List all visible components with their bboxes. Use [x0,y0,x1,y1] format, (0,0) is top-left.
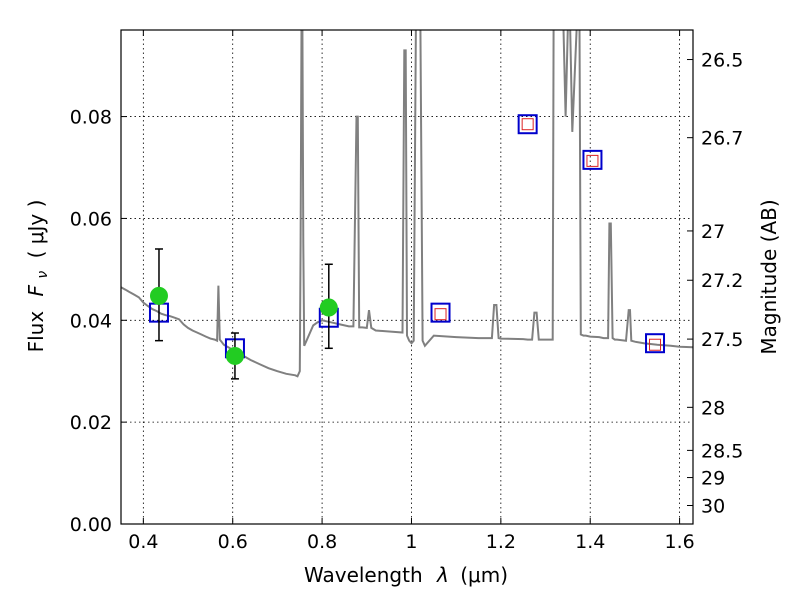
observed-flux-point [319,298,338,317]
observed-flux-point [149,286,168,305]
x-ticks: 0.4 0.6 0.8 1 1.2 1.4 1.6 [128,30,695,553]
magnitude-tick-label: 28.5 [701,440,743,462]
x-tick-label: 0.6 [218,531,248,553]
y-axis-label-unit: ( μJy ) [24,200,48,259]
y-axis-label-symbol: F [24,284,48,296]
x-axis-label-symbol: λ [436,563,449,587]
model-band-inner-marker [586,154,599,167]
observed-flux-point [225,346,244,365]
model-band-inner-marker [649,338,662,351]
y-tick-label: 0.02 [70,412,112,434]
x-tick-label: 0.8 [307,531,337,553]
magnitude-tick-label: 28 [701,397,725,419]
x-axis-label: Wavelength λ (μm) [304,563,508,587]
marker-layer [148,114,666,380]
magnitude-tick-label: 26.7 [701,128,743,150]
x-tick-label: 0.4 [128,531,158,553]
magnitude-tick-label: 27.2 [701,270,743,292]
magnitude-tick-label: 29 [701,468,725,490]
model-band-inner-marker [434,308,447,321]
model-band-marker [430,302,451,323]
y-ticks: 0.00 0.02 0.04 0.06 0.08 [70,107,127,536]
x-axis-label-text: Wavelength [304,563,423,587]
model-band-marker [517,114,538,135]
plot-frame [120,29,694,525]
model-band-marker [582,149,603,170]
y-tick-label: 0.08 [70,107,112,129]
magnitude-tick-label: 26.5 [701,50,743,72]
x-tick-label: 1.2 [486,531,516,553]
y-axis-label-subscript: ν [35,271,51,279]
magnitude-tick-label: 27.5 [701,329,743,351]
spectrum-layer [121,30,693,378]
y-axis-label-text: Flux [24,311,48,353]
x-tick-label: 1.6 [664,531,694,553]
model-band-inner-marker [521,118,534,131]
y-axis-label: Flux F ν ( μJy ) [24,200,52,353]
x-tick-label: 1.4 [575,531,605,553]
x-tick-label: 1 [405,531,417,553]
magnitude-tick-label: 30 [701,496,725,518]
model-band-marker [645,333,666,354]
y-tick-label: 0.06 [70,208,112,230]
magnitude-ticks: 26.5 26.7 27 27.2 27.5 28 28.5 29 30 [687,50,743,518]
y-tick-label: 0.04 [70,310,112,332]
magnitude-axis-label: Magnitude (AB) [757,199,781,354]
magnitude-tick-label: 27 [701,221,725,243]
y-tick-label: 0.00 [70,514,112,536]
model-spectrum-line [121,30,693,378]
x-axis-label-unit: (μm) [460,563,508,587]
